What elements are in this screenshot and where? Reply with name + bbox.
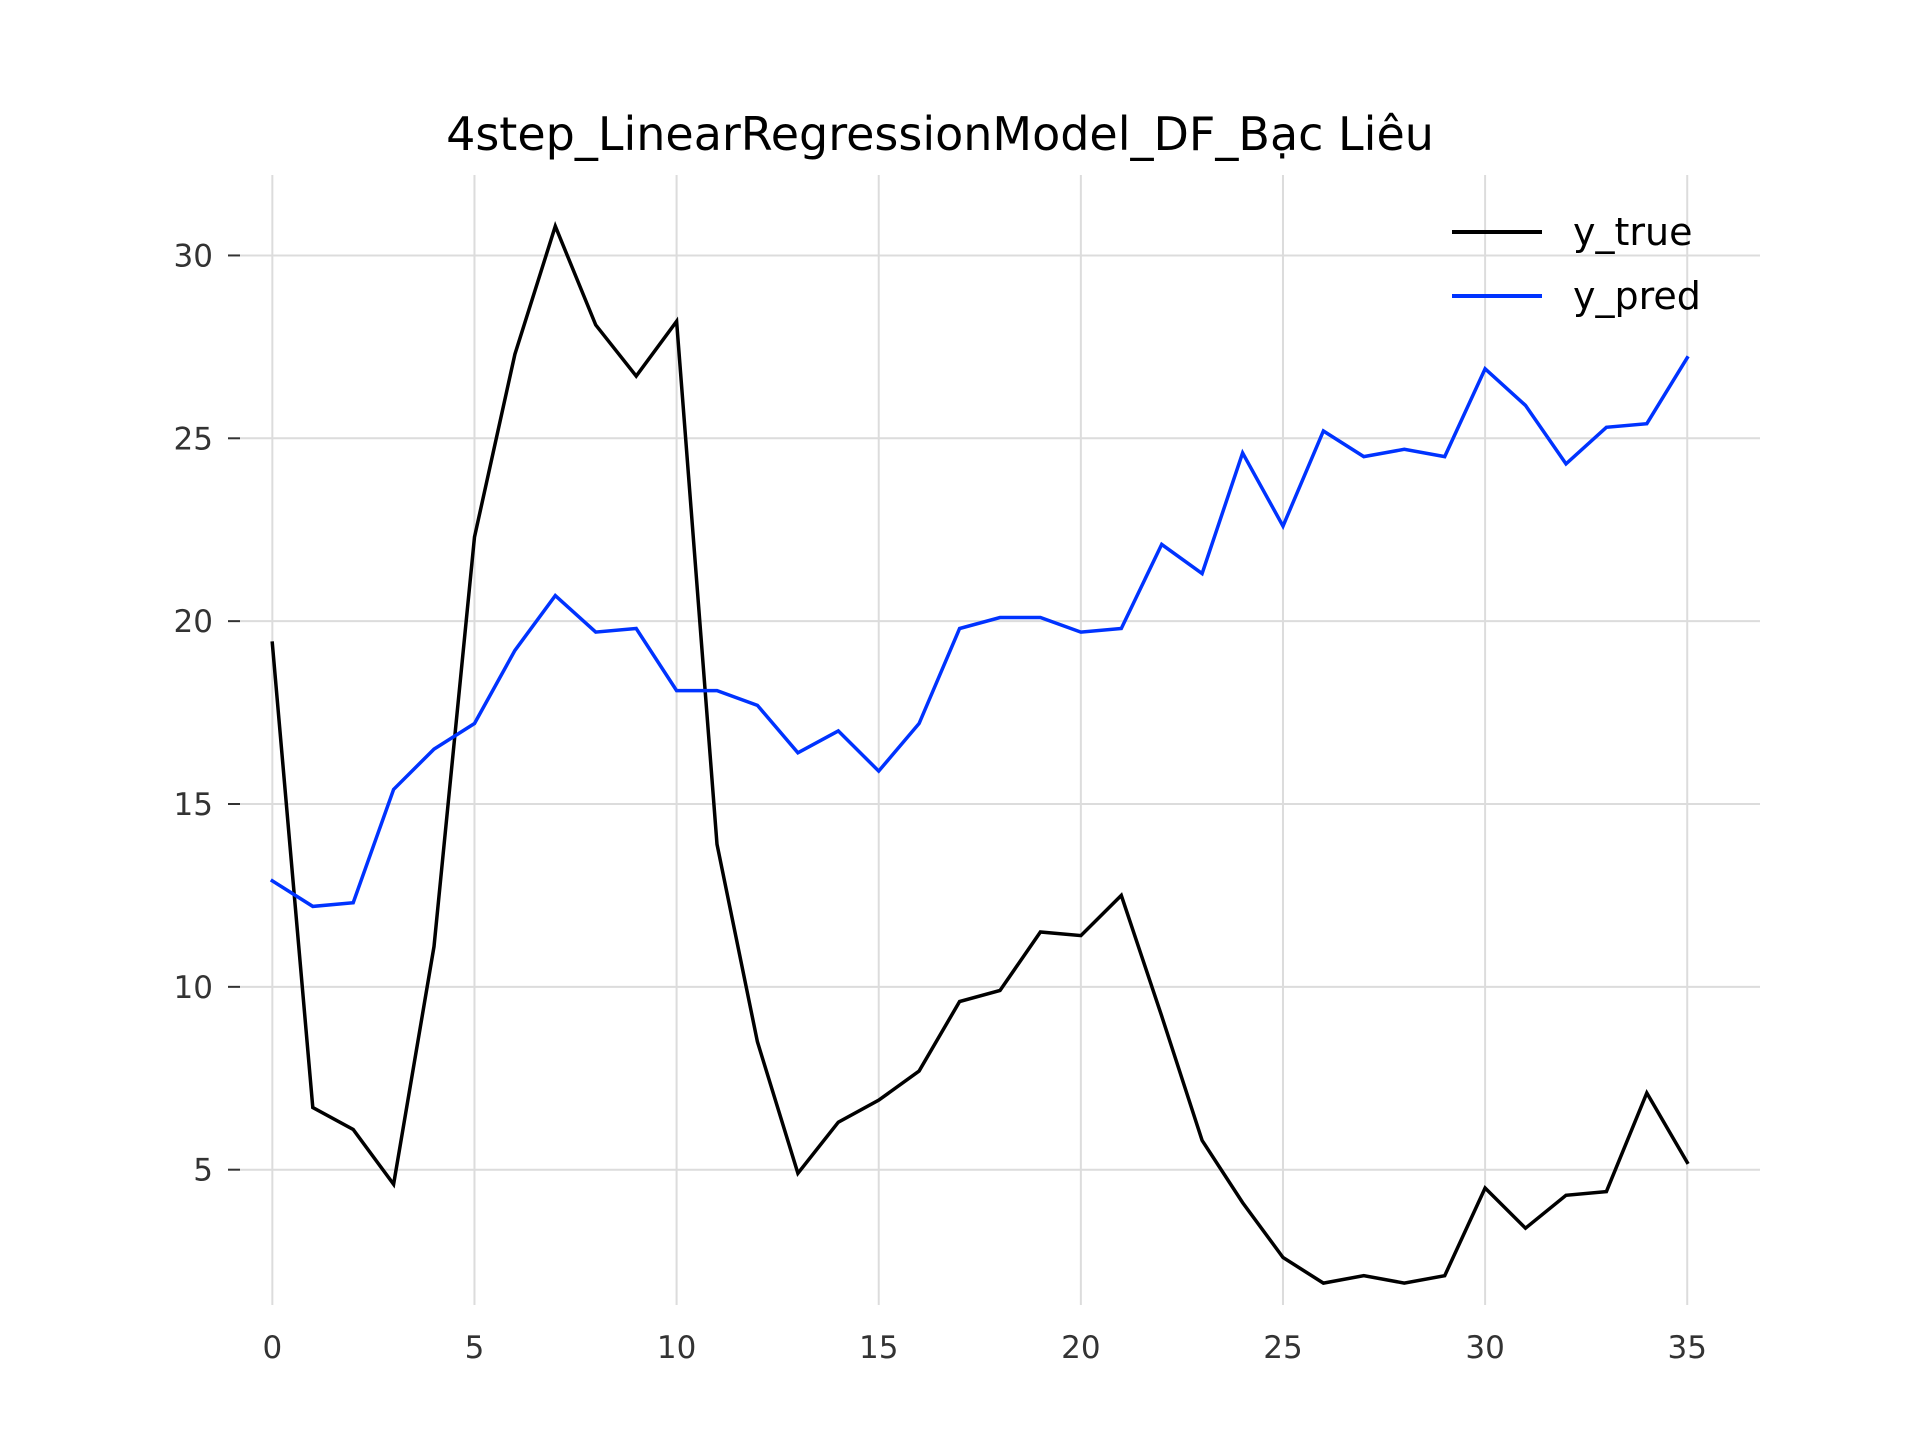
x-axis: 0 5 10 15 20 25 30 35: [262, 1330, 1706, 1366]
x-tick-label: 0: [262, 1330, 282, 1366]
y-tick-label: 25: [174, 421, 213, 457]
x-tick-label: 35: [1668, 1330, 1707, 1366]
y-tick-label: 20: [174, 604, 213, 640]
series-layer: [269, 221, 1690, 1285]
series-line-y-true: [270, 221, 1690, 1285]
legend: y_true y_pred: [1452, 210, 1701, 318]
x-tick-label: 5: [465, 1330, 485, 1366]
grid: [240, 175, 1760, 1305]
x-tick-label: 10: [657, 1330, 696, 1366]
y-tick-label: 5: [193, 1153, 213, 1189]
x-tick-label: 25: [1263, 1330, 1302, 1366]
y-tick-label: 15: [174, 787, 213, 823]
y-tick-label: 30: [174, 238, 213, 274]
legend-label: y_true: [1573, 210, 1692, 254]
series-line-y-pred: [269, 355, 1690, 909]
y-axis: 5 10 15 20 25 30: [174, 238, 240, 1189]
chart-title: 4step_LinearRegressionModel_DF_Bạc Liêu: [446, 107, 1434, 161]
x-tick-label: 20: [1061, 1330, 1100, 1366]
legend-label: y_pred: [1573, 274, 1701, 318]
x-tick-label: 15: [859, 1330, 898, 1366]
y-tick-label: 10: [174, 970, 213, 1006]
x-tick-label: 30: [1465, 1330, 1504, 1366]
